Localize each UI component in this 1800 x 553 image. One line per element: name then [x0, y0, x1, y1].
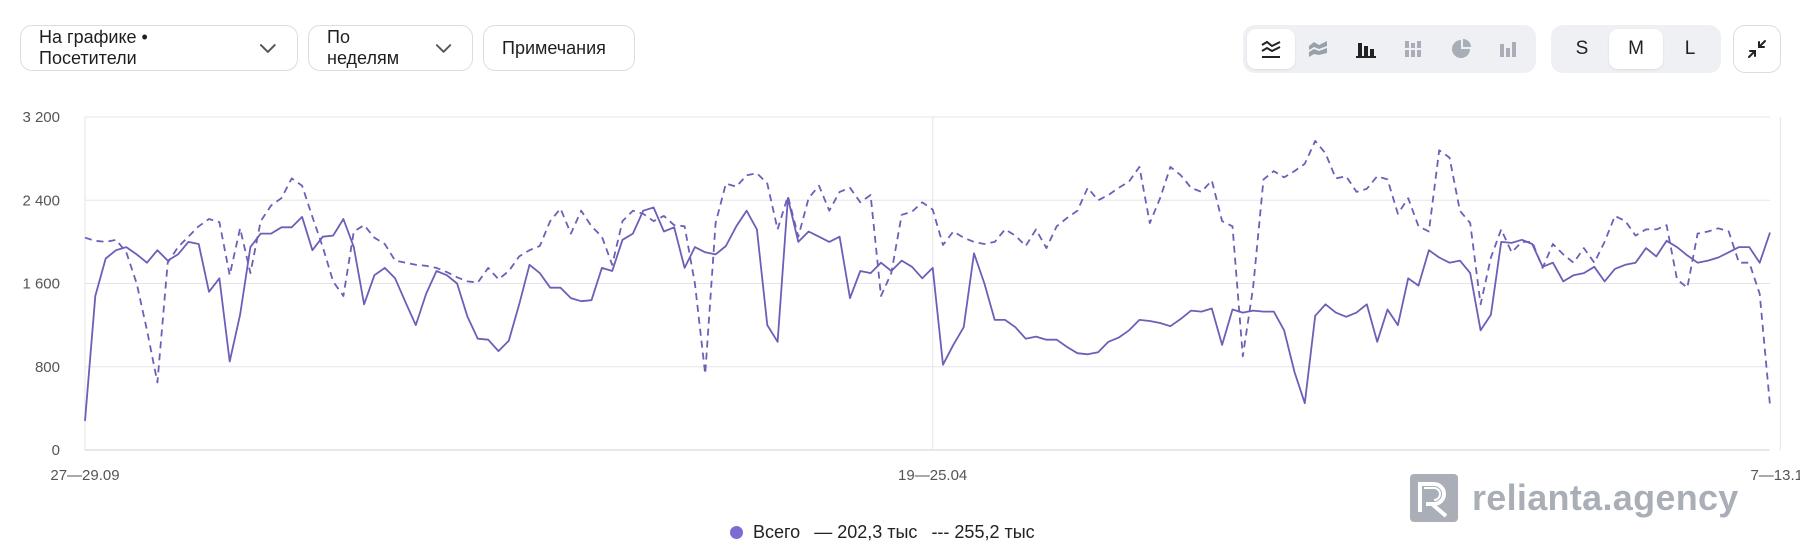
legend-current-total: — 202,3 тыс: [814, 522, 918, 542]
line-chart-button[interactable]: [1247, 29, 1295, 69]
x-tick-label: 19—25.04: [898, 467, 967, 484]
y-tick-label: 0: [52, 442, 60, 459]
period-select[interactable]: По неделям: [308, 25, 473, 71]
chevron-down-icon: [260, 44, 277, 53]
legend-series-name: Всего: [753, 522, 801, 542]
pie-chart-icon: [1451, 39, 1471, 58]
size-m-button[interactable]: M: [1609, 29, 1663, 69]
stacked-area-icon: [1309, 41, 1328, 57]
stacked-bar-icon: [1405, 41, 1422, 57]
column-chart-button[interactable]: [1485, 29, 1533, 69]
metric-select-label: На графике • Посетители: [39, 27, 148, 68]
line-chart: 3 200 2 400 1 600 800 0 27—29.09 19—25.04 7—13.…: [22, 109, 1800, 484]
y-tick-label: 2 400: [22, 192, 60, 209]
collapse-icon: [1748, 40, 1766, 58]
relianta-logo-icon: [1410, 474, 1458, 522]
chart-type-switcher: [1243, 25, 1536, 73]
bar-chart-icon: [1355, 43, 1376, 58]
x-tick-label: 27—29.09: [50, 467, 119, 484]
watermark: relianta.agency: [1408, 472, 1739, 524]
legend-previous-total: --- 255,2 тыс: [931, 522, 1035, 542]
collapse-button[interactable]: [1733, 25, 1781, 73]
x-tick-label: 7—13.11: [1750, 467, 1800, 484]
watermark-text: relianta.agency: [1472, 477, 1739, 518]
bar-chart-button[interactable]: [1342, 29, 1390, 69]
notes-button-label: Примечания: [502, 37, 606, 58]
current-period-line: [84, 197, 1771, 421]
y-tick-label: 3 200: [22, 109, 60, 126]
stacked-bar-button[interactable]: [1390, 29, 1438, 69]
legend-series-marker: [730, 526, 743, 539]
chevron-down-icon: [435, 44, 452, 53]
size-switcher: S M L: [1551, 25, 1721, 73]
chart-toolbar: На графике • Посетители По неделям Приме…: [0, 0, 1800, 100]
chart-legend: Всего — 202,3 тыс --- 255,2 тыс: [730, 522, 1049, 543]
line-chart-icon: [1261, 40, 1281, 58]
stacked-area-button[interactable]: [1295, 29, 1343, 69]
y-tick-label: 1 600: [22, 276, 60, 293]
metric-select[interactable]: На графике • Посетители: [20, 25, 298, 71]
size-s-button[interactable]: S: [1575, 38, 1589, 59]
pie-chart-button[interactable]: [1437, 29, 1485, 69]
size-l-button[interactable]: L: [1684, 38, 1696, 59]
previous-period-line: [84, 140, 1771, 406]
notes-button[interactable]: Примечания: [483, 25, 635, 71]
y-tick-label: 800: [35, 359, 60, 376]
period-select-label: По неделям: [327, 27, 400, 68]
column-chart-icon: [1500, 42, 1517, 57]
